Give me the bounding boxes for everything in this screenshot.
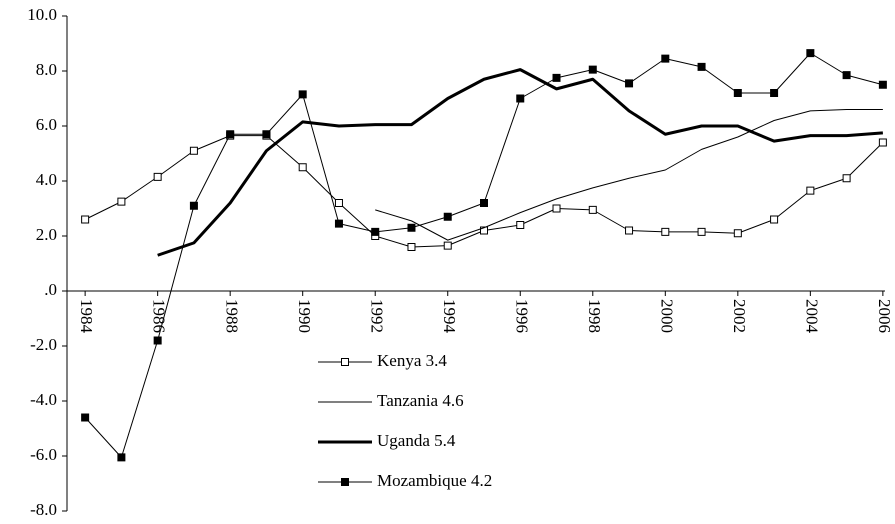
data-point [588,65,597,74]
legend-marker [341,358,349,366]
series-line [84,52,883,458]
y-tick-label: -6.0 [30,445,57,464]
data-point [588,205,597,214]
data-point [189,201,198,210]
data-point [842,71,851,80]
data-point [733,89,742,97]
data-point [226,130,235,139]
legend-label: Tanzania 4.6 [377,391,464,410]
x-tick-label: 1996 [512,299,531,333]
data-point [189,146,198,155]
data-point [443,241,452,250]
x-tick-label: 1992 [367,299,386,333]
data-point [298,163,307,172]
data-point [878,138,887,147]
y-tick-label: -4.0 [30,390,57,409]
data-point [625,79,634,88]
data-point [661,227,670,236]
data-point [697,227,706,236]
data-point [81,215,90,224]
x-tick-label: 1994 [440,299,459,334]
y-tick-label: 10.0 [27,5,57,24]
legend-label: Uganda 5.4 [377,431,456,450]
y-tick-label: 4.0 [36,170,57,189]
y-tick-label: -2.0 [30,335,57,354]
data-point [117,197,126,206]
data-point [806,186,815,195]
data-point [806,49,815,58]
data-point [407,243,416,251]
data-point [407,223,416,232]
data-point [117,453,126,462]
data-point [516,94,525,103]
data-point [516,221,525,229]
data-point [697,62,706,71]
data-point [770,89,779,97]
legend-label: Mozambique 4.2 [377,471,492,490]
series-line [375,109,883,241]
x-tick-label: 1990 [295,299,314,333]
x-tick-label: 1998 [585,299,604,333]
y-tick-label: 8.0 [36,60,57,79]
y-tick-label: .0 [44,280,57,299]
x-tick-label: 2000 [657,299,676,333]
series-line [157,68,883,257]
data-point [480,199,488,207]
data-point [878,80,887,89]
data-point [770,215,779,224]
y-tick-label: 2.0 [36,225,57,244]
data-point [842,174,851,183]
data-point [334,219,343,228]
data-point [661,54,670,63]
data-point [443,212,452,221]
x-tick-label: 2006 [875,299,894,333]
y-tick-label: 6.0 [36,115,57,134]
data-point [552,204,561,213]
data-point [298,90,307,99]
data-point [81,413,90,422]
x-tick-label: 1984 [77,299,96,334]
x-tick-label: 1988 [222,299,241,333]
y-tick-label: -8.0 [30,500,57,519]
data-point [334,199,343,207]
legend-label: Kenya 3.4 [377,351,447,370]
data-point [153,172,162,181]
x-tick-label: 2004 [802,299,821,334]
data-point [262,130,271,139]
x-tick-label: 1986 [150,299,169,333]
data-point [480,226,488,235]
data-point [552,73,561,82]
data-point [371,227,380,236]
x-tick-label: 2002 [730,299,749,333]
data-point [153,336,162,345]
data-point [625,226,634,235]
legend-marker [341,478,349,486]
data-point [733,229,742,238]
